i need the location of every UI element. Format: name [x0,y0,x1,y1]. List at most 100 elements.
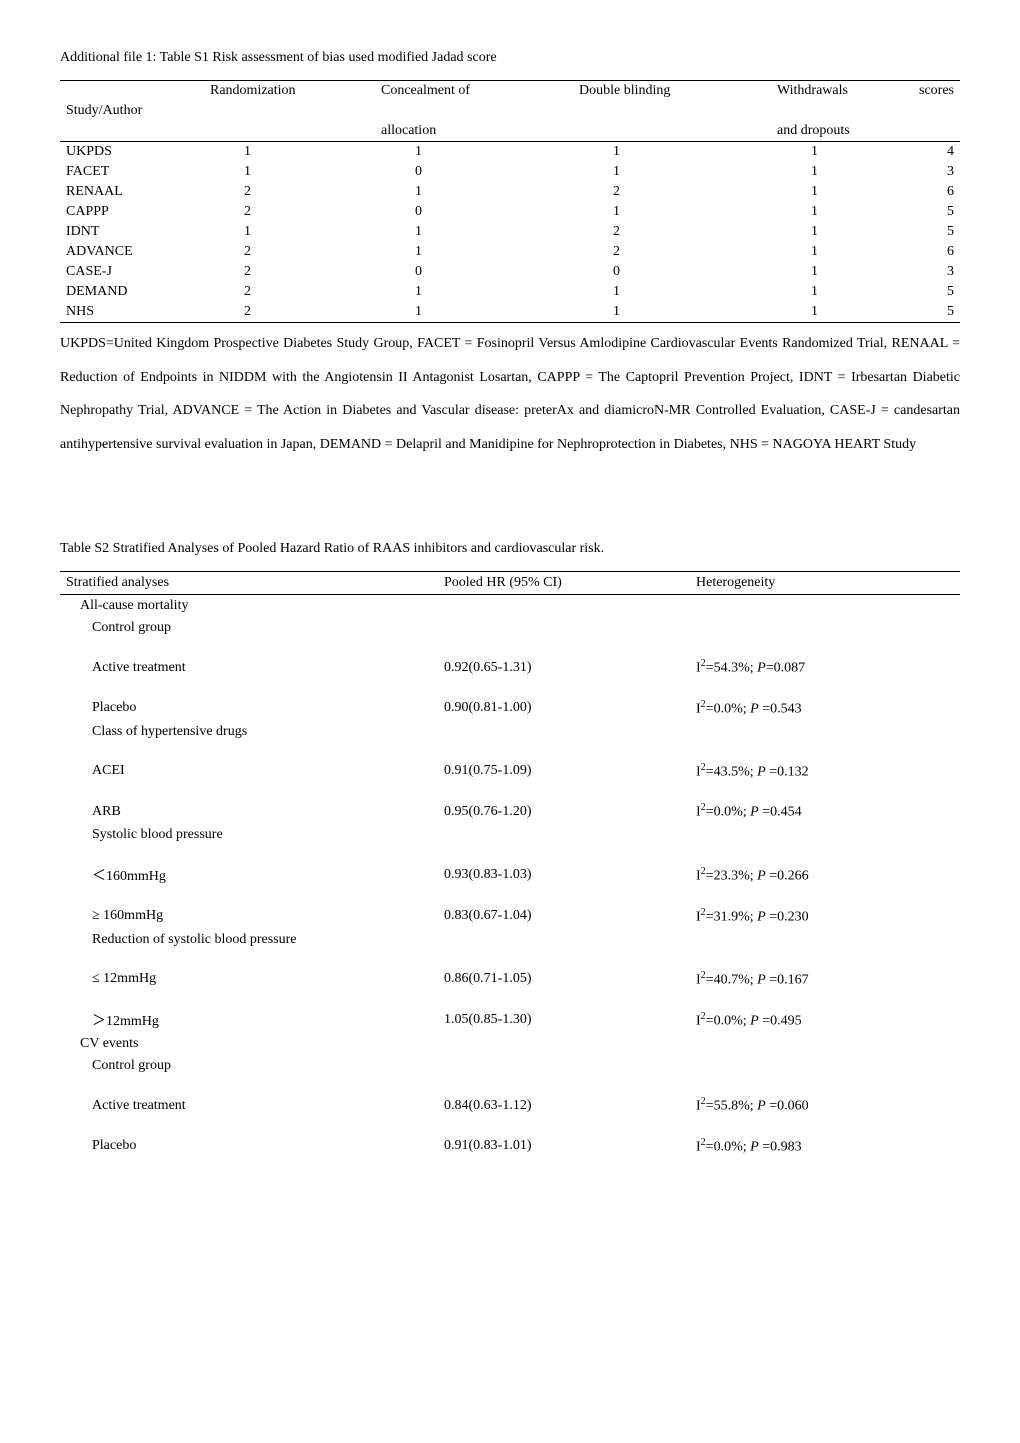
table-row: Control group [60,1055,960,1077]
t1-cell-conc: 1 [375,222,573,242]
t1-cell-rand: 1 [204,162,375,182]
t1-cell-score: 5 [906,302,960,323]
t2-cell-het [690,721,960,743]
table-row: DEMAND21115 [60,282,960,302]
t2-cell-het: I2=43.5%; P =0.132 [690,759,960,784]
t2-cell-hr [438,1055,690,1077]
spacer-row [60,888,960,904]
t1-cell-study: CASE-J [60,262,204,282]
t1-cell-with: 1 [771,302,906,323]
t1-hdr-study: Study/Author [60,101,204,121]
table2-caption: Table S2 Stratified Analyses of Pooled H… [60,541,960,557]
t1-cell-score: 6 [906,182,960,202]
table-row: ≥ 160mmHg0.83(0.67-1.04)I2=31.9%; P =0.2… [60,904,960,929]
table-row: UKPDS11114 [60,142,960,163]
t2-cell-het: I2=0.0%; P =0.495 [690,1007,960,1033]
t1-cell-rand: 1 [204,142,375,163]
t1-cell-conc: 0 [375,202,573,222]
t1-cell-with: 1 [771,242,906,262]
t1-cell-with: 1 [771,202,906,222]
t1-hdr-blinding: Double blinding [573,81,771,102]
t2-cell-hr: 0.90(0.81-1.00) [438,696,690,721]
spacer-row [60,743,960,759]
spacer-row [60,1077,960,1093]
t1-hdr-randomization: Randomization [204,81,375,102]
t1-cell-blind: 2 [573,242,771,262]
t2-cell-hr: 0.84(0.63-1.12) [438,1093,690,1118]
t1-cell-blind: 1 [573,202,771,222]
t1-hdr-withdrawals-l2: and dropouts [771,121,906,142]
t1-cell-rand: 2 [204,262,375,282]
t2-cell-het: I2=54.3%; P=0.087 [690,655,960,680]
table-row: Class of hypertensive drugs [60,721,960,743]
t1-hdr-concealment-l1: Concealment of [375,81,573,102]
table-row: CAPPP20115 [60,202,960,222]
table-row: Active treatment0.84(0.63-1.12)I2=55.8%;… [60,1093,960,1118]
spacer-row [60,951,960,967]
t2-cell-label: Control group [60,1055,438,1077]
t1-cell-rand: 2 [204,182,375,202]
table-row: Systolic blood pressure [60,824,960,846]
table-row: Placebo0.90(0.81-1.00)I2=0.0%; P =0.543 [60,696,960,721]
t1-cell-score: 5 [906,282,960,302]
t1-cell-study: RENAAL [60,182,204,202]
t1-cell-conc: 0 [375,262,573,282]
t2-cell-label: ≥ 160mmHg [60,904,438,929]
t1-cell-study: UKPDS [60,142,204,163]
t2-cell-hr: 1.05(0.85-1.30) [438,1007,690,1033]
t2-cell-label: Systolic blood pressure [60,824,438,846]
t1-cell-study: CAPPP [60,202,204,222]
t1-cell-with: 1 [771,162,906,182]
table-row: ≤ 12mmHg0.86(0.71-1.05)I2=40.7%; P =0.16… [60,967,960,992]
t2-hdr-pooled: Pooled HR (95% CI) [438,572,690,595]
table-row: ARB0.95(0.76-1.20)I2=0.0%; P =0.454 [60,799,960,824]
t1-cell-blind: 1 [573,142,771,163]
table1-caption: Additional file 1: Table S1 Risk assessm… [60,50,960,66]
table-row: ＞12mmHg1.05(0.85-1.30)I2=0.0%; P =0.495 [60,1007,960,1033]
t1-cell-study: FACET [60,162,204,182]
t1-cell-study: IDNT [60,222,204,242]
t1-cell-conc: 1 [375,182,573,202]
table1-footnote: UKPDS=United Kingdom Prospective Diabete… [60,327,960,461]
t1-cell-with: 1 [771,142,906,163]
t2-cell-het: I2=0.0%; P =0.983 [690,1134,960,1159]
t1-cell-blind: 1 [573,302,771,323]
t1-cell-rand: 2 [204,242,375,262]
t1-cell-score: 3 [906,262,960,282]
t1-cell-conc: 1 [375,242,573,262]
t1-cell-rand: 1 [204,222,375,242]
table-row: ＜160mmHg0.93(0.83-1.03)I2=23.3%; P =0.26… [60,862,960,888]
t2-cell-het: I2=31.9%; P =0.230 [690,904,960,929]
spacer-row [60,846,960,862]
t2-cell-label: Active treatment [60,1093,438,1118]
t1-cell-with: 1 [771,222,906,242]
t2-cell-label: Placebo [60,1134,438,1159]
t1-cell-score: 5 [906,202,960,222]
t2-cell-het [690,929,960,951]
t1-cell-score: 4 [906,142,960,163]
t2-cell-het [690,1055,960,1077]
table-row: Reduction of systolic blood pressure [60,929,960,951]
t2-cell-label: Reduction of systolic blood pressure [60,929,438,951]
t2-cell-label: Active treatment [60,655,438,680]
t2-cell-hr [438,929,690,951]
spacer-row [60,680,960,696]
t2-cell-het [690,617,960,639]
table-row: ADVANCE21216 [60,242,960,262]
spacer-row [60,783,960,799]
t2-cell-het: I2=0.0%; P =0.543 [690,696,960,721]
table-row: ACEI0.91(0.75-1.09)I2=43.5%; P =0.132 [60,759,960,784]
table-row: Control group [60,617,960,639]
table-row: All-cause mortality [60,595,960,618]
table-row: CASE-J20013 [60,262,960,282]
t2-cell-label: ≤ 12mmHg [60,967,438,992]
t2-cell-hr [438,617,690,639]
t2-cell-hr [438,1033,690,1055]
table1: Randomization Concealment of Double blin… [60,80,960,323]
t1-hdr-scores: scores [906,81,960,102]
table-row: CV events [60,1033,960,1055]
t1-cell-with: 1 [771,282,906,302]
t1-cell-score: 5 [906,222,960,242]
t2-cell-het [690,824,960,846]
t1-cell-score: 6 [906,242,960,262]
